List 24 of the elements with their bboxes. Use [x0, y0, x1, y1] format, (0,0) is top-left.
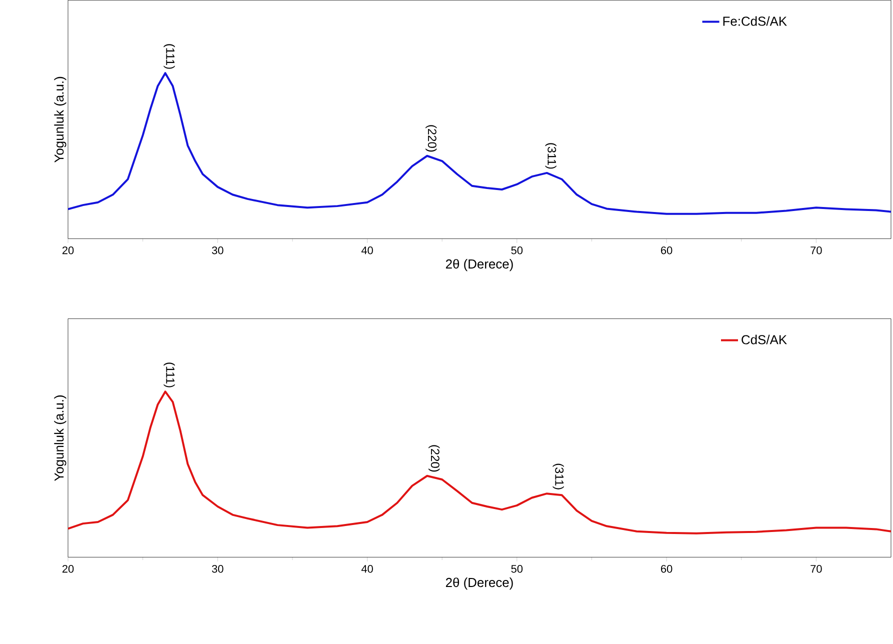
x-tick-label: 20 — [62, 246, 74, 254]
x-tick-label: 30 — [212, 246, 224, 254]
x-axis-title: 2θ (Derece) — [446, 258, 513, 272]
x-tick-label: 70 — [810, 564, 822, 573]
annotation: (111) — [164, 44, 175, 69]
x-tick-label: 40 — [361, 246, 373, 254]
x-tick-label: 20 — [62, 564, 74, 573]
annotation: (311) — [552, 464, 564, 490]
x-axis-title: 2θ (Derece) — [446, 577, 513, 590]
x-tick-label: 50 — [511, 246, 523, 254]
legend-label: CdS/AK — [742, 334, 787, 344]
x-tick-label: 60 — [661, 564, 672, 573]
legend-label: Fe:CdS/AK — [723, 16, 787, 26]
y-axis-title: Yogunluk (a.u.) — [54, 76, 66, 162]
x-tick-label: 50 — [511, 564, 523, 573]
annotation: (220) — [426, 125, 437, 152]
annotation: (311) — [545, 143, 556, 169]
x-tick-label: 30 — [212, 564, 224, 573]
x-tick-label: 70 — [810, 246, 822, 254]
x-tick-label: 40 — [361, 564, 373, 573]
x-tick-label: 60 — [661, 246, 672, 254]
annotation: (220) — [428, 445, 440, 472]
y-axis-title: Yogunluk (a.u.) — [54, 395, 66, 481]
annotation: (111) — [164, 362, 175, 388]
